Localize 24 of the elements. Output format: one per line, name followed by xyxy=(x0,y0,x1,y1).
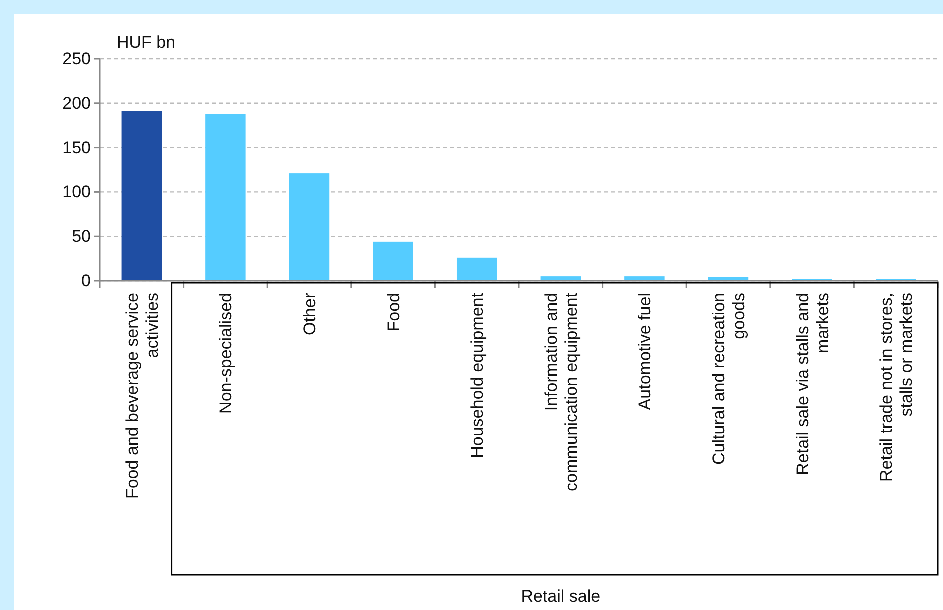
x-tick-label: Non-specialised xyxy=(216,293,236,414)
bar xyxy=(289,174,330,281)
x-tick-label: Other xyxy=(300,292,320,336)
x-tick-label: Retail sale via stalls and markets xyxy=(793,293,832,476)
x-tick-label: Food xyxy=(384,293,404,332)
bar xyxy=(206,114,246,281)
bar xyxy=(456,258,498,281)
bar xyxy=(373,242,414,281)
x-tick-label: Automotive fuel xyxy=(636,293,655,410)
y-tick-label: 50 xyxy=(72,227,91,246)
y-tick-label: 150 xyxy=(62,138,91,158)
x-tick-label: Household equipment xyxy=(468,292,488,458)
x-tick-label: Food and beverage service activities xyxy=(122,293,162,500)
text: Retail sale xyxy=(521,587,601,606)
y-tick-label: 200 xyxy=(62,94,91,113)
bar xyxy=(540,276,582,281)
x-tick-label: Cultural and recreation goods xyxy=(710,293,748,465)
bar xyxy=(122,111,162,281)
x-tick-label: Information and communication equipment xyxy=(542,292,581,492)
y-axis-title: HUF bn xyxy=(117,33,176,52)
y-tick-label: 0 xyxy=(82,271,91,290)
y-tick-label: 250 xyxy=(62,49,91,68)
bar xyxy=(624,276,665,281)
y-tick-label: 100 xyxy=(62,182,91,202)
